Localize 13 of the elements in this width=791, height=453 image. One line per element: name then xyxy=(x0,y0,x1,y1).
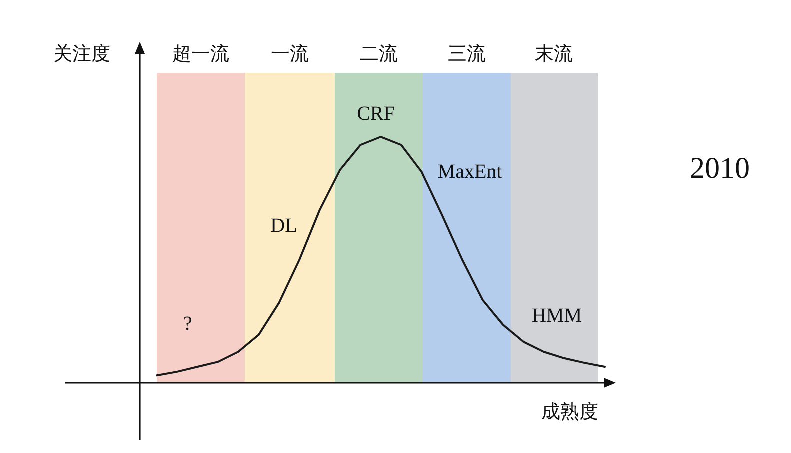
annotation: ? xyxy=(184,313,193,335)
text: 一流 xyxy=(271,43,309,65)
annotation: MaxEnt xyxy=(438,161,503,183)
text: 超一流 xyxy=(172,43,230,65)
text: 三流 xyxy=(448,43,486,65)
text: 末流 xyxy=(535,43,573,65)
annotation: DL xyxy=(270,215,298,237)
text: 2010 xyxy=(690,152,750,185)
y-axis-title: 关注度 xyxy=(54,43,110,65)
x-axis-title: 成熟度 xyxy=(542,401,598,423)
text: 二流 xyxy=(360,43,398,65)
annotation: HMM xyxy=(532,305,582,327)
text: CRF xyxy=(357,103,395,125)
